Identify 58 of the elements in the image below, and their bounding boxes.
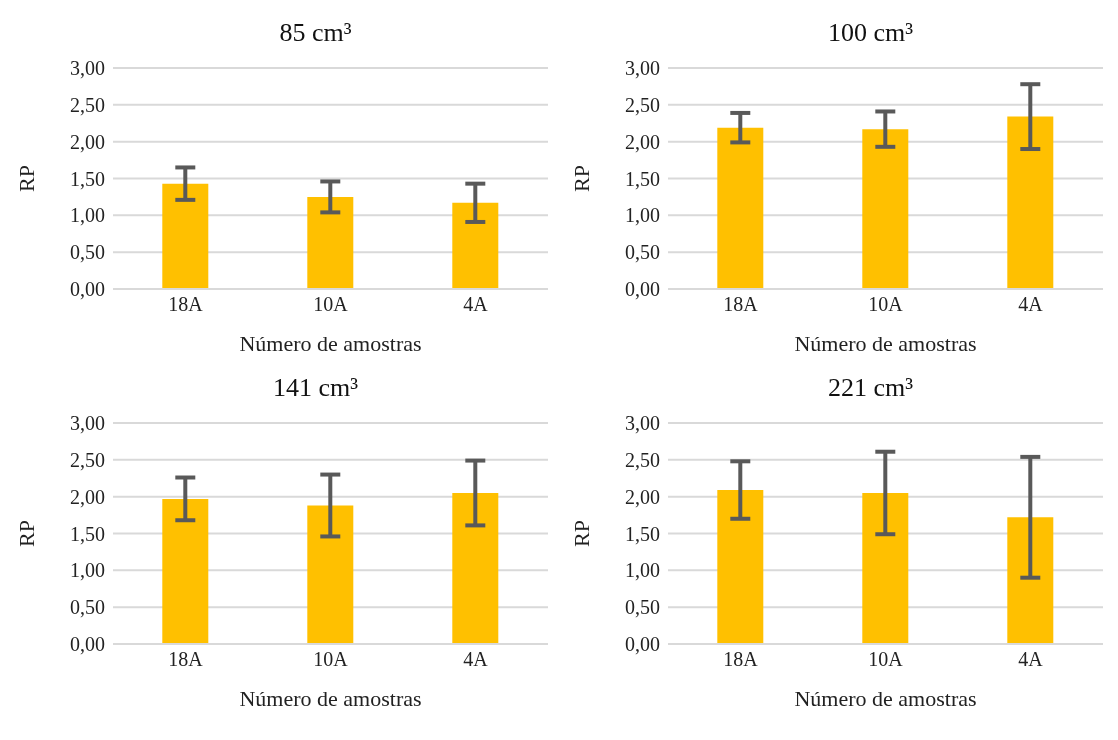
x-tick-label: 10A [313, 293, 349, 316]
y-tick-label: 3,00 [625, 412, 660, 435]
bar [1007, 517, 1054, 644]
y-tick-label: 1,50 [70, 167, 105, 190]
y-axis-title: RP [568, 520, 594, 547]
y-axis-title: RP [568, 165, 594, 192]
x-tick-label: 4A [1018, 293, 1044, 316]
y-tick-label: 0,00 [625, 278, 660, 301]
y-tick-label: 2,00 [70, 130, 105, 153]
y-tick-label: 2,50 [625, 448, 660, 471]
x-tick-label: 18A [168, 648, 204, 671]
y-tick-label: 0,00 [70, 278, 105, 301]
y-tick-label: 0,00 [70, 633, 105, 656]
y-tick-label: 0,50 [70, 596, 105, 619]
y-tick-label: 0,50 [625, 596, 660, 619]
x-tick-label: 4A [463, 648, 489, 671]
x-tick-label: 18A [723, 648, 759, 671]
y-tick-label: 1,50 [70, 522, 105, 545]
y-tick-label: 1,00 [70, 559, 105, 582]
x-tick-label: 18A [723, 293, 759, 316]
y-tick-label: 3,00 [70, 57, 105, 80]
chart-title: 221 cm³ [826, 372, 915, 404]
y-tick-label: 2,50 [70, 93, 105, 116]
y-tick-label: 2,00 [70, 485, 105, 508]
y-tick-label: 0,50 [70, 241, 105, 264]
x-axis-title: Número de amostras [794, 331, 977, 356]
y-tick-label: 1,50 [625, 167, 660, 190]
x-tick-label: 18A [168, 293, 204, 316]
x-axis-title: Número de amostras [239, 686, 422, 711]
y-axis-title: RP [13, 520, 39, 547]
bar [717, 490, 764, 644]
chart-title: 100 cm³ [826, 17, 915, 49]
bar [307, 196, 354, 289]
y-tick-label: 3,00 [625, 57, 660, 80]
chart-title: 85 cm³ [278, 17, 353, 49]
bar [452, 202, 499, 289]
chart-title: 141 cm³ [271, 372, 360, 404]
y-tick-label: 0,00 [625, 633, 660, 656]
y-tick-label: 2,50 [70, 448, 105, 471]
y-tick-label: 3,00 [70, 412, 105, 435]
x-tick-label: 4A [1018, 648, 1044, 671]
bar [862, 492, 909, 644]
x-tick-label: 10A [868, 648, 904, 671]
x-tick-label: 10A [868, 293, 904, 316]
y-tick-label: 1,00 [625, 559, 660, 582]
x-tick-label: 4A [463, 293, 489, 316]
x-axis-title: Número de amostras [794, 686, 977, 711]
y-tick-label: 0,50 [625, 241, 660, 264]
y-axis-title: RP [13, 165, 39, 192]
y-tick-label: 2,50 [625, 93, 660, 116]
y-tick-label: 1,50 [625, 522, 660, 545]
y-tick-label: 1,00 [625, 204, 660, 227]
x-axis-title: Número de amostras [239, 331, 422, 356]
bar [162, 183, 209, 289]
x-tick-label: 10A [313, 648, 349, 671]
y-tick-label: 1,00 [70, 204, 105, 227]
y-tick-label: 2,00 [625, 485, 660, 508]
y-tick-label: 2,00 [625, 130, 660, 153]
